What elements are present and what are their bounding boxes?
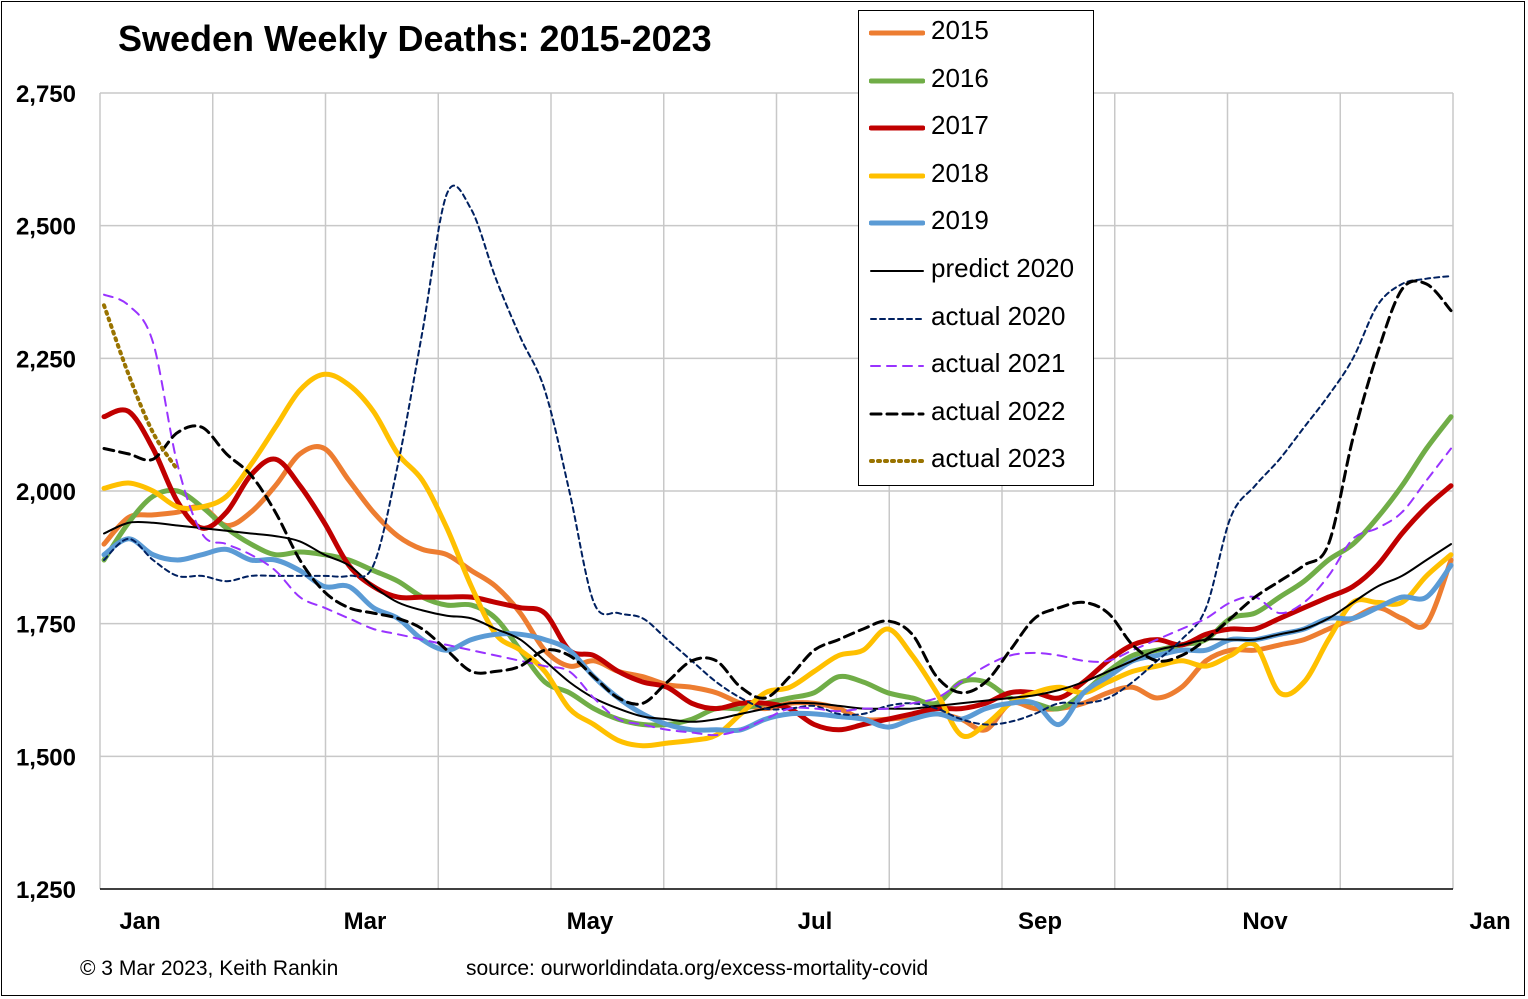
x-tick-label: May <box>567 908 614 935</box>
series-line-actual-2022 <box>102 279 1453 706</box>
x-tick-label: Sep <box>1018 908 1062 935</box>
legend-label: 2015 <box>931 15 989 45</box>
y-tick-label: 2,750 <box>16 81 76 108</box>
legend-label: actual 2020 <box>931 300 1066 331</box>
y-tick-label: 2,250 <box>16 346 76 373</box>
series-line-actual-2023 <box>102 303 180 472</box>
legend-swatch <box>870 365 924 368</box>
chart-legend: 2015 2016 2017 2018 2019 predict 2020 actual 2… <box>858 10 1094 486</box>
y-tick-label: 1,250 <box>16 877 76 904</box>
legend-item: actual 2022 <box>859 392 1095 439</box>
legend-label: 2016 <box>931 62 989 93</box>
legend-label: actual 2021 <box>931 348 1066 379</box>
source-note: source: ourworldindata.org/excess-mortal… <box>466 957 929 980</box>
chart-title: Sweden Weekly Deaths: 2015-2023 <box>118 18 712 59</box>
x-tick-label: Jul <box>798 908 833 935</box>
legend-item: 2018 <box>859 154 1095 201</box>
x-tick-label: Jan <box>1469 908 1510 935</box>
legend-swatch <box>869 125 925 131</box>
x-tick-label: Jan <box>119 908 160 935</box>
legend-label: 2017 <box>931 110 989 141</box>
legend-label: 2019 <box>931 205 989 236</box>
series-line-predict-2020 <box>103 520 1452 723</box>
legend-item: actual 2020 <box>859 297 1095 344</box>
legend-item: 2016 <box>859 59 1095 106</box>
copyright-note: © 3 Mar 2023, Keith Rankin <box>80 957 339 980</box>
legend-swatch <box>869 78 925 84</box>
legend-swatch <box>869 459 925 464</box>
legend-swatch <box>870 270 924 272</box>
legend-label: predict 2020 <box>931 253 1075 283</box>
legend-item: actual 2021 <box>859 344 1095 391</box>
y-tick-label: 2,500 <box>16 214 76 241</box>
x-tick-label: Nov <box>1242 908 1288 935</box>
y-tick-label: 2,000 <box>16 479 76 506</box>
legend-label: actual 2023 <box>931 443 1066 474</box>
series-line-actual-2020 <box>103 184 1452 726</box>
legend-item: predict 2020 <box>859 249 1095 296</box>
legend-swatch <box>869 220 925 226</box>
legend-item: 2017 <box>859 106 1095 153</box>
legend-swatch <box>869 412 925 416</box>
legend-swatch <box>869 30 925 36</box>
y-tick-label: 1,500 <box>16 744 76 771</box>
legend-item: 2019 <box>859 201 1095 248</box>
x-tick-label: Mar <box>344 908 387 935</box>
legend-item: 2015 <box>859 11 1095 58</box>
legend-label: 2018 <box>931 157 989 188</box>
legend-swatch <box>870 317 924 320</box>
series-line-actual-2021 <box>103 293 1452 737</box>
legend-swatch <box>869 173 925 179</box>
legend-item: actual 2023 <box>859 439 1095 486</box>
legend-label: actual 2022 <box>931 395 1066 426</box>
y-tick-label: 1,750 <box>16 612 76 639</box>
